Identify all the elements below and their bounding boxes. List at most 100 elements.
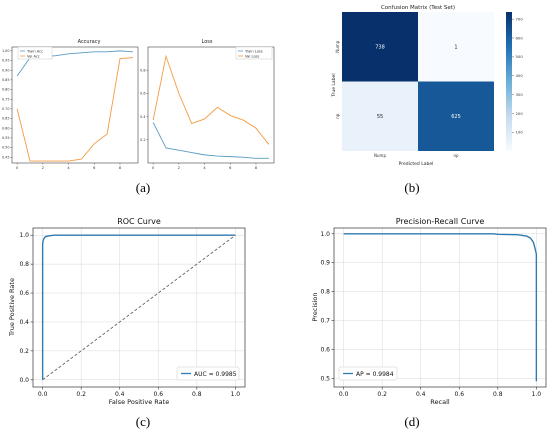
accuracy-legend: Train Acc Val Acc — [17, 46, 53, 60]
caption-b: (b) — [404, 180, 420, 195]
accuracy-series-line-1 — [16, 57, 133, 162]
confusion-matrix-labels: Nump np Nump np — [335, 40, 459, 158]
pr-ytick-label: 1.0 — [320, 231, 330, 238]
accuracy-ytick-label: 1.00 — [2, 49, 10, 53]
accuracy-chart: Accuracy 0.45 0.50 0.55 0.60 0.65 0.70 0.75 0.8… — [2, 39, 139, 170]
loss-ytick-label: 0.4 — [140, 115, 145, 119]
accuracy-legend-box — [17, 46, 53, 60]
pr-xtick-label: 0.0 — [339, 391, 349, 398]
confusion-matrix-xlabel: Predicted Label — [399, 161, 434, 167]
roc-ytick-label: 0.6 — [19, 290, 29, 297]
confusion-matrix-cell — [342, 12, 418, 82]
colorbar-tick-label: 700 — [516, 16, 524, 21]
confusion-matrix-cell — [418, 12, 494, 82]
accuracy-plot-frame — [11, 46, 139, 164]
accuracy-lines — [16, 50, 133, 162]
colorbar-tick-label: 200 — [516, 111, 524, 116]
accuracy-ytick-label: 0.90 — [2, 68, 10, 72]
roc-title: ROC Curve — [117, 217, 161, 226]
loss-xtick-label: 6 — [229, 166, 232, 170]
pr-chart: Precision-Recall Curve 0.0 0.2 0.4 0.6 0.8 1.… — [311, 217, 547, 406]
loss-ytick-label: 0.6 — [140, 92, 145, 96]
loss-legend: Train Loss Val Loss — [235, 46, 273, 60]
pr-xtick-label: 0.4 — [416, 391, 426, 398]
colorbar-tick-label: 100 — [516, 130, 524, 135]
accuracy-xtick-label: 4 — [67, 166, 70, 170]
loss-ytick-label: 0.2 — [140, 138, 145, 142]
accuracy-ytick-label: 0.55 — [2, 136, 10, 140]
colorbar-tick-label: 400 — [516, 73, 524, 78]
roc-plot-frame — [32, 227, 246, 388]
confusion-matrix-cell-value: 55 — [377, 114, 383, 120]
pr-grid — [334, 228, 546, 387]
accuracy-title: Accuracy — [78, 39, 101, 45]
colorbar-tick-label: 300 — [516, 92, 524, 97]
roc-legend-label: AUC = 0.9985 — [194, 371, 237, 378]
confusion-matrix-y-category: Nump — [335, 40, 340, 52]
accuracy-ytick-label: 0.60 — [2, 126, 10, 130]
loss-xtick-label: 2 — [178, 166, 180, 170]
colorbar-tick-label: 500 — [516, 54, 524, 59]
loss-legend-box — [235, 46, 273, 60]
loss-ytick-label: 0.8 — [140, 68, 145, 72]
roc-lines — [41, 234, 236, 381]
loss-lines — [152, 54, 270, 159]
accuracy-xtick-label: 6 — [93, 166, 96, 170]
roc-ytick-label: 0.2 — [19, 348, 29, 355]
accuracy-legend-train-label: Train Acc — [26, 50, 43, 54]
confusion-matrix-cell — [342, 81, 418, 151]
caption-a: (a) — [135, 180, 151, 195]
accuracy-xtick-label: 0 — [16, 166, 19, 170]
pr-ticks: 0.0 0.2 0.4 0.6 0.8 1.0 0.5 0.6 0.7 0.8 0.9 1.0 — [320, 231, 541, 398]
confusion-matrix-x-category: np — [453, 153, 459, 158]
loss-title: Loss — [202, 39, 213, 45]
accuracy-ytick-label: 0.85 — [2, 78, 10, 82]
roc-legend: AUC = 0.9985 — [176, 366, 240, 381]
accuracy-ytick-label: 0.50 — [2, 146, 10, 150]
pr-lines — [343, 233, 538, 382]
loss-plot-frame — [147, 46, 275, 164]
accuracy-ytick-label: 0.80 — [2, 88, 10, 92]
confusion-matrix-x-category: Nump — [374, 153, 386, 158]
pr-legend-box — [338, 366, 398, 381]
roc-ytick-label: 0.4 — [19, 319, 29, 326]
pr-ytick-label: 0.5 — [320, 375, 330, 382]
roc-chart: ROC Curve 0.0 0.2 0.4 0.6 0.8 1.0 0.0 0.2 0.4 0.6… — [8, 217, 246, 406]
roc-ytick-label: 1.0 — [19, 232, 29, 239]
pr-ytick-label: 0.8 — [320, 289, 330, 296]
confusion-matrix-chart: Confusion Matrix (Test Set) 738 1 55 625 Nu… — [331, 5, 523, 167]
accuracy-x-ticks: 0 2 4 6 8 — [16, 163, 122, 170]
roc-ytick-label: 0.0 — [19, 377, 29, 384]
pr-legend: AP = 0.9984 — [338, 366, 398, 381]
roc-xtick-label: 0.2 — [76, 391, 86, 398]
roc-series-line-1 — [42, 234, 236, 381]
confusion-matrix-ylabel: True Label — [331, 73, 337, 97]
loss-x-ticks: 0 2 4 6 8 — [152, 163, 258, 170]
confusion-matrix-y-category: np — [335, 113, 340, 119]
pr-plot-frame — [333, 227, 547, 388]
caption-d: (d) — [404, 414, 420, 429]
loss-legend-train-label: Train Loss — [244, 50, 263, 54]
pr-xtick-label: 0.6 — [454, 391, 464, 398]
confusion-matrix-colorbar-ticks: 100 200 300 400 500 600 700 — [512, 16, 524, 135]
pr-xtick-label: 0.8 — [493, 391, 503, 398]
pr-ytick-label: 0.7 — [320, 318, 330, 325]
accuracy-ytick-label: 0.70 — [2, 107, 10, 111]
accuracy-y-ticks: 0.45 0.50 0.55 0.60 0.65 0.70 0.75 0.80 0.85 0.90… — [2, 49, 12, 159]
confusion-matrix-title: Confusion Matrix (Test Set) — [381, 5, 455, 11]
confusion-matrix-cells: 738 1 55 625 — [342, 12, 494, 151]
roc-xtick-label: 0.8 — [192, 391, 202, 398]
pr-ytick-label: 0.9 — [320, 260, 330, 267]
accuracy-ytick-label: 0.65 — [2, 117, 10, 121]
pr-series-line-0 — [343, 233, 538, 382]
accuracy-ytick-label: 0.95 — [2, 59, 10, 63]
confusion-matrix-cell — [418, 81, 494, 151]
roc-legend-box — [176, 366, 240, 381]
pr-xlabel: Recall — [430, 398, 450, 406]
loss-xtick-label: 4 — [203, 166, 206, 170]
pr-title: Precision-Recall Curve — [396, 217, 485, 226]
roc-xtick-label: 1.0 — [231, 391, 241, 398]
loss-chart: Loss 0.2 0.4 0.6 0.8 0 2 4 6 8 Train Loss Val L… — [140, 39, 275, 170]
loss-y-ticks: 0.2 0.4 0.6 0.8 — [140, 68, 148, 142]
